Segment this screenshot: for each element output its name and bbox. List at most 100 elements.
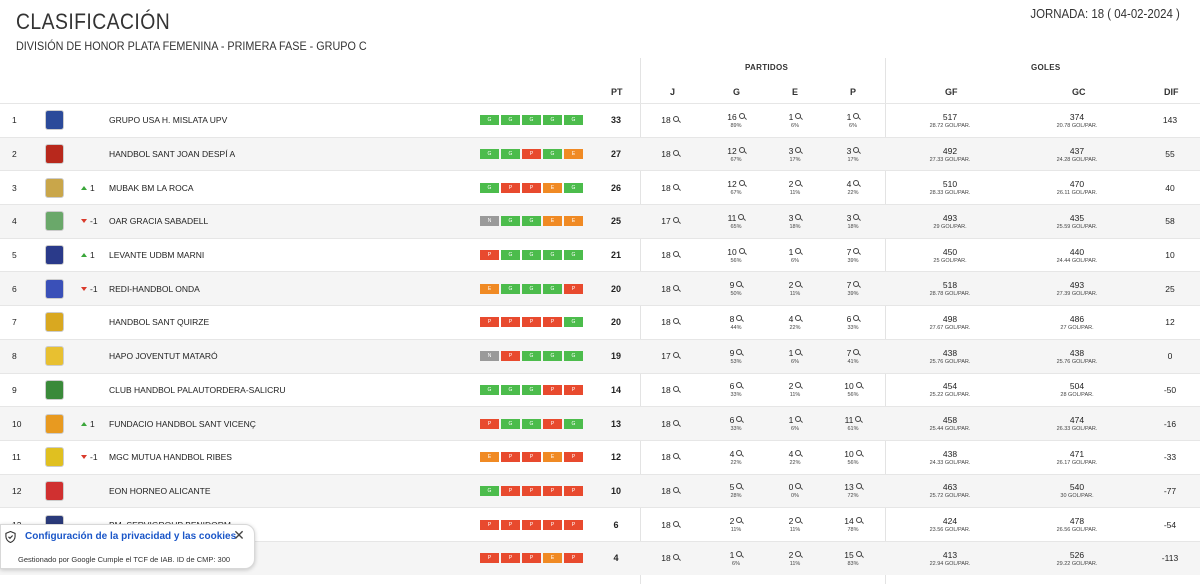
stat-gc-value[interactable]: 440 [1070, 247, 1084, 257]
team-name[interactable]: LEVANTE UDBM MARNI [109, 250, 205, 261]
search-icon[interactable] [672, 183, 679, 190]
search-icon[interactable] [738, 247, 745, 254]
stat-g-value[interactable]: 8 [730, 314, 743, 324]
cookie-consent-banner[interactable]: Configuración de la privacidad y las coo… [0, 524, 255, 569]
search-icon[interactable] [855, 550, 862, 557]
stat-gf[interactable]: 517 28.72 GOL/PAR. [905, 104, 995, 137]
stat-gf-value[interactable]: 463 [943, 482, 957, 492]
stat-e-value[interactable]: 3 [789, 146, 802, 156]
stat-j[interactable]: 18 [650, 239, 690, 272]
stat-g[interactable]: 1 6% [716, 542, 756, 575]
search-icon[interactable] [853, 281, 860, 288]
stat-gf[interactable]: 510 28.33 GOL/PAR. [905, 171, 995, 204]
table-row[interactable]: 10 1 FUNDACIO HANDBOL SANT VICENÇ P G G P G 13 18… [0, 406, 1200, 440]
search-icon[interactable] [795, 348, 802, 355]
search-icon[interactable] [736, 483, 743, 490]
stat-p-value[interactable]: 10 [844, 449, 862, 459]
stat-e[interactable]: 2 11% [775, 508, 815, 541]
stat-gf-value[interactable]: 518 [943, 280, 957, 290]
search-icon[interactable] [672, 217, 679, 224]
search-icon[interactable] [855, 416, 862, 423]
stat-j-value[interactable]: 18 [661, 419, 679, 429]
search-icon[interactable] [795, 314, 802, 321]
table-row[interactable]: 12 EON HORNEO ALICANTE G P P P P 10 18 5 28% 0 0% 13 7… [0, 473, 1200, 508]
search-icon[interactable] [736, 281, 743, 288]
stat-g-value[interactable]: 9 [730, 348, 743, 358]
table-row[interactable]: 9 CLUB HANDBOL PALAUTORDERA-SALICRU G G G P P 1… [0, 372, 1200, 407]
stat-g-value[interactable]: 11 [728, 213, 745, 223]
stat-e[interactable]: 2 11% [775, 171, 815, 204]
stat-e[interactable]: 2 11% [775, 272, 815, 305]
stat-g-value[interactable]: 12 [727, 146, 745, 156]
stat-p[interactable]: 3 17% [833, 138, 873, 171]
stat-p[interactable]: 13 72% [833, 475, 873, 508]
stat-j-value[interactable]: 18 [661, 553, 679, 563]
stat-g[interactable]: 10 56% [716, 239, 756, 272]
stat-gc[interactable]: 440 24.44 GOL/PAR. [1032, 239, 1122, 272]
search-icon[interactable] [795, 416, 802, 423]
stat-j-value[interactable]: 18 [661, 317, 679, 327]
stat-p[interactable]: 10 56% [833, 441, 873, 474]
table-row[interactable]: 11 -1 MGC MUTUA HANDBOL RIBES E P P E P 12 18 4 22%… [0, 439, 1200, 474]
table-row[interactable]: 8 HAPO JOVENTUT MATARÓ N P G G G 19 17 9 53% 1 6% 7 41… [0, 338, 1200, 373]
team-name[interactable]: OAR GRACIA SABADELL [109, 216, 209, 227]
stat-gf[interactable]: 454 25.22 GOL/PAR. [905, 374, 995, 407]
stat-g[interactable]: 12 67% [716, 171, 756, 204]
search-icon[interactable] [672, 352, 679, 359]
stat-gc-value[interactable]: 471 [1070, 449, 1084, 459]
stat-gc-value[interactable]: 438 [1070, 348, 1084, 358]
stat-gc[interactable]: 438 25.76 GOL/PAR. [1032, 340, 1122, 373]
team-name[interactable]: MGC MUTUA HANDBOL RIBES [109, 452, 232, 463]
stat-gf-value[interactable]: 438 [943, 449, 957, 459]
stat-j-value[interactable]: 18 [661, 183, 679, 193]
stat-p-value[interactable]: 7 [847, 348, 860, 358]
search-icon[interactable] [672, 318, 679, 325]
stat-e-value[interactable]: 1 [789, 112, 802, 122]
stat-gc-value[interactable]: 470 [1070, 179, 1084, 189]
stat-p[interactable]: 15 83% [833, 542, 873, 575]
stat-j[interactable]: 17 [650, 205, 690, 238]
stat-p[interactable]: 7 41% [833, 340, 873, 373]
search-icon[interactable] [853, 348, 860, 355]
stat-gc[interactable]: 540 30 GOL/PAR. [1032, 475, 1122, 508]
stat-gc-value[interactable]: 437 [1070, 146, 1084, 156]
stat-e[interactable]: 2 11% [775, 542, 815, 575]
stat-e[interactable]: 2 11% [775, 374, 815, 407]
stat-p-value[interactable]: 13 [844, 482, 862, 492]
stat-e-value[interactable]: 2 [789, 516, 802, 526]
team-name[interactable]: HANDBOL SANT JOAN DESPÍ A [109, 149, 236, 160]
stat-p[interactable]: 7 39% [833, 239, 873, 272]
stat-e-value[interactable]: 1 [789, 348, 802, 358]
search-icon[interactable] [736, 382, 743, 389]
stat-j-value[interactable]: 18 [661, 284, 679, 294]
stat-g-value[interactable]: 2 [730, 516, 743, 526]
stat-p[interactable]: 3 18% [833, 205, 873, 238]
team-name[interactable]: HANDBOL SANT QUIRZE [109, 317, 210, 328]
search-icon[interactable] [795, 146, 802, 153]
stat-gf[interactable]: 438 24.33 GOL/PAR. [905, 441, 995, 474]
search-icon[interactable] [795, 180, 802, 187]
stat-j[interactable]: 17 [650, 340, 690, 373]
stat-gc-value[interactable]: 526 [1070, 550, 1084, 560]
search-icon[interactable] [672, 385, 679, 392]
stat-e-value[interactable]: 2 [789, 381, 802, 391]
search-icon[interactable] [795, 382, 802, 389]
stat-g[interactable]: 6 33% [716, 407, 756, 440]
search-icon[interactable] [853, 314, 860, 321]
stat-gf-value[interactable]: 454 [943, 381, 957, 391]
search-icon[interactable] [795, 517, 802, 524]
stat-gc-value[interactable]: 474 [1070, 415, 1084, 425]
stat-e[interactable]: 1 6% [775, 239, 815, 272]
stat-e[interactable]: 4 22% [775, 306, 815, 339]
stat-g[interactable]: 4 22% [716, 441, 756, 474]
stat-j[interactable]: 18 [650, 508, 690, 541]
search-icon[interactable] [795, 483, 802, 490]
stat-j-value[interactable]: 18 [661, 115, 679, 125]
close-icon[interactable]: ✕ [233, 527, 245, 543]
table-row[interactable]: 2 HANDBOL SANT JOAN DESPÍ A G G P G E 27 18 12 67%… [0, 136, 1200, 171]
search-icon[interactable] [672, 453, 679, 460]
stat-gc[interactable]: 437 24.28 GOL/PAR. [1032, 138, 1122, 171]
stat-g-value[interactable]: 12 [727, 179, 745, 189]
stat-gf-value[interactable]: 438 [943, 348, 957, 358]
stat-j[interactable]: 18 [650, 171, 690, 204]
